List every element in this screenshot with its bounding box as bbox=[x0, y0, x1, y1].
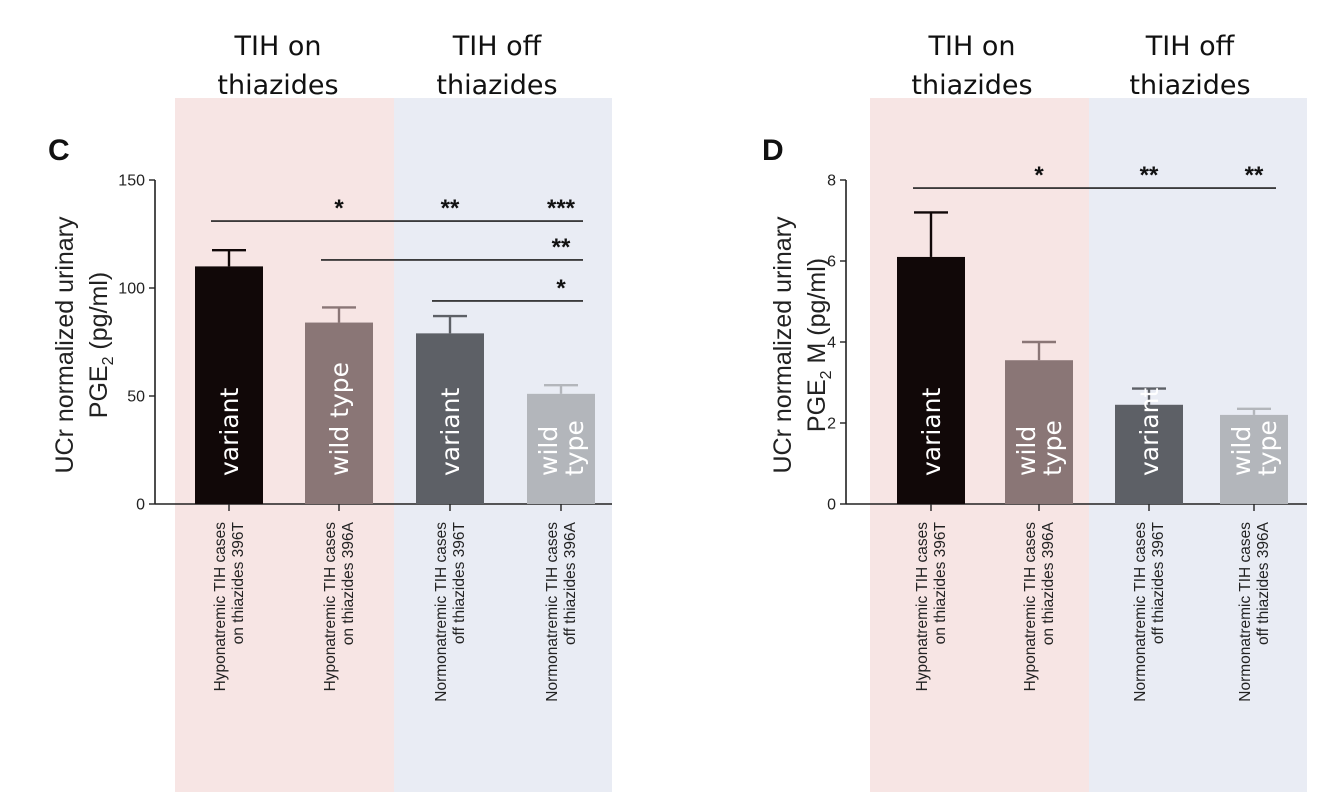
y-tick-label: 8 bbox=[827, 173, 836, 190]
category-label-line1: Normonatremic TIH cases bbox=[433, 522, 450, 702]
category-label-line2: on thiazides 396T bbox=[230, 521, 247, 644]
group-header-line1: TIH on bbox=[234, 31, 322, 62]
y-axis-title-rest: M (pg/ml) bbox=[803, 258, 831, 371]
bar bbox=[416, 333, 484, 504]
y-axis-title-line2: PGE2 (pg/ml) bbox=[85, 272, 117, 418]
category-label-line2: off thiazides 396T bbox=[1150, 521, 1167, 644]
y-tick-label: 2 bbox=[827, 416, 836, 433]
category-label-line2: off thiazides 396A bbox=[1255, 521, 1272, 645]
panel-c-chart: TIH on thiazides TIH off thiazides C 0 50 100 15… bbox=[48, 31, 612, 792]
bar-label: variant bbox=[917, 387, 946, 476]
bar-label: wild type bbox=[325, 362, 354, 476]
y-tick-label: 4 bbox=[827, 335, 836, 352]
bar-label: wild bbox=[1227, 426, 1256, 476]
bar-label: type bbox=[1038, 420, 1067, 476]
category-label-line1: Normonatremic TIH cases bbox=[1237, 522, 1254, 702]
significance-mark: ** bbox=[1140, 162, 1159, 189]
category-label-line1: Normonatremic TIH cases bbox=[544, 522, 561, 702]
significance-mark: * bbox=[1034, 162, 1044, 189]
y-axis-title-base: PGE bbox=[803, 379, 831, 432]
category-label-line2: on thiazides 396A bbox=[340, 521, 357, 645]
y-axis-title-line1: UCr normalized urinary bbox=[769, 216, 797, 474]
bar-label: wild bbox=[534, 426, 563, 476]
bar bbox=[527, 393, 595, 504]
y-tick-label: 100 bbox=[118, 281, 145, 298]
category-label-line1: Hyponatremic TIH cases bbox=[322, 522, 339, 692]
significance-mark: *** bbox=[547, 195, 576, 222]
category-label-line1: Hyponatremic TIH cases bbox=[914, 522, 931, 692]
y-tick-label: 0 bbox=[136, 497, 145, 514]
significance-mark: ** bbox=[552, 234, 571, 261]
bar-label: variant bbox=[215, 387, 244, 476]
panel-d-chart: TIH on thiazides TIH off thiazides D 0 2 4 6 8 UCr… bbox=[762, 31, 1307, 792]
y-tick-label: 6 bbox=[827, 254, 836, 271]
y-axis-title-line1: UCr normalized urinary bbox=[51, 216, 79, 474]
group-header-line1: TIH on bbox=[928, 31, 1016, 62]
group-header-line2: thiazides bbox=[911, 70, 1032, 101]
panel-letter: D bbox=[762, 134, 784, 167]
y-tick-label: 0 bbox=[827, 497, 836, 514]
category-label-line2: off thiazides 396T bbox=[451, 521, 468, 644]
category-label-line1: Hyponatremic TIH cases bbox=[1022, 522, 1039, 692]
significance-mark: ** bbox=[441, 195, 460, 222]
category-label-line1: Normonatremic TIH cases bbox=[1132, 522, 1149, 702]
bar-label: wild bbox=[1012, 426, 1041, 476]
bar bbox=[1005, 360, 1073, 504]
bar bbox=[1115, 404, 1183, 504]
y-axis-title-subscript: 2 bbox=[818, 370, 835, 379]
bar-label: type bbox=[560, 420, 589, 476]
bar bbox=[195, 266, 263, 504]
group-header-line2: thiazides bbox=[217, 70, 338, 101]
significance-mark: * bbox=[334, 195, 344, 222]
category-label-line2: on thiazides 396A bbox=[1040, 521, 1057, 645]
y-axis-title-subscript: 2 bbox=[100, 356, 117, 365]
y-axis-title-line2: PGE2 M (pg/ml) bbox=[803, 258, 835, 432]
category-label-line2: on thiazides 396T bbox=[932, 521, 949, 644]
category-label-line2: off thiazides 396A bbox=[562, 521, 579, 645]
bar-label: variant bbox=[436, 387, 465, 476]
group-header-line1: TIH off bbox=[1145, 31, 1236, 62]
panel-letter: C bbox=[48, 134, 70, 167]
y-tick-label: 150 bbox=[118, 173, 145, 190]
group-header-line2: thiazides bbox=[1129, 70, 1250, 101]
group-header-line1: TIH off bbox=[452, 31, 543, 62]
y-axis-title-rest: (pg/ml) bbox=[85, 272, 113, 357]
significance-mark: * bbox=[556, 275, 566, 302]
significance-mark: ** bbox=[1245, 162, 1264, 189]
bar-label: type bbox=[1253, 420, 1282, 476]
y-tick-label: 50 bbox=[127, 389, 145, 406]
category-label-line1: Hyponatremic TIH cases bbox=[212, 522, 229, 692]
group-header-line2: thiazides bbox=[436, 70, 557, 101]
bar bbox=[897, 256, 965, 504]
bar bbox=[1220, 414, 1288, 504]
bar-label: variant bbox=[1135, 387, 1164, 476]
y-axis-title-base: PGE bbox=[85, 365, 113, 418]
bar bbox=[305, 322, 373, 504]
